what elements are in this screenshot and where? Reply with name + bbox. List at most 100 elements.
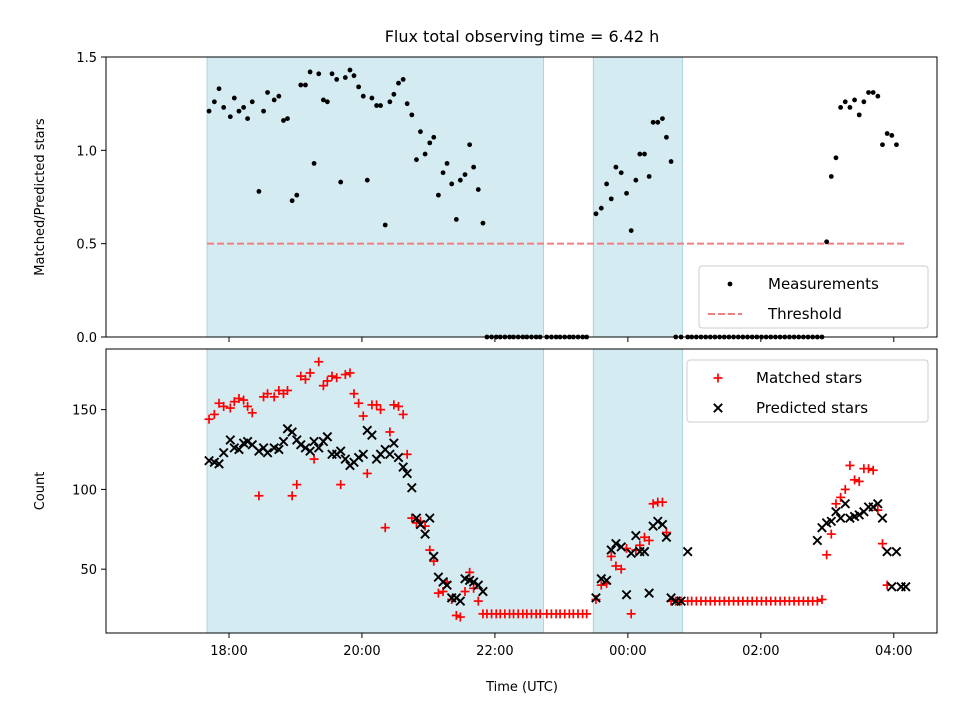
plus-point (362, 468, 372, 478)
plus-point (850, 475, 860, 485)
dot-point (431, 134, 437, 140)
dot-point (391, 91, 397, 97)
plus-point (234, 393, 244, 403)
dot-point (329, 71, 335, 77)
dot-point (475, 187, 481, 192)
dot-point (307, 69, 313, 75)
y-tick-label: 0.0 (76, 331, 97, 346)
plus-point (460, 587, 470, 597)
plus-point (389, 400, 399, 410)
plus-point (314, 357, 324, 367)
x-point (606, 545, 617, 555)
dot-point (382, 222, 388, 228)
plus-point (616, 564, 626, 574)
plus-point (582, 609, 592, 619)
x-point (388, 438, 399, 449)
plus-point (831, 499, 841, 509)
plus-point (282, 385, 292, 395)
dot-point (598, 205, 604, 211)
plus-point (812, 596, 822, 606)
dot-point (400, 77, 406, 82)
plus-point (644, 535, 654, 545)
plus-point (826, 529, 836, 539)
dot-point (231, 95, 237, 101)
plus-point (376, 405, 386, 415)
dot-point (884, 131, 890, 136)
dot-point (593, 211, 599, 217)
dot-point (833, 155, 839, 161)
x-point (322, 431, 333, 442)
dot-point (289, 198, 295, 204)
x-tick-label: 02:00 (742, 644, 779, 659)
dot-point (628, 228, 634, 234)
plus-point (429, 556, 439, 566)
dot-point (364, 177, 370, 183)
x-tick-label: 00:00 (609, 644, 646, 659)
x-point (831, 506, 841, 517)
dot-point (342, 75, 348, 80)
dot-point (608, 196, 614, 202)
legend-box (686, 359, 929, 423)
y-tick-label: 0.5 (76, 238, 97, 253)
x-tick-label: 22:00 (476, 644, 513, 659)
dot-point (842, 99, 848, 105)
dot-point (861, 99, 867, 105)
x-point (621, 589, 632, 600)
plus-point (822, 550, 832, 560)
plus-point (309, 454, 319, 464)
x-point (278, 436, 289, 447)
plus-point (349, 389, 359, 399)
dot-point (642, 151, 647, 157)
dot-point (427, 140, 433, 146)
x-point (826, 516, 837, 527)
legend-label: Measurements (768, 275, 879, 293)
y-tick-label: 1.0 (76, 144, 97, 159)
x-point (872, 498, 883, 509)
x-axis-label: Time (UTC) (485, 680, 558, 695)
dot-point (436, 192, 441, 198)
plus-point (606, 551, 616, 561)
plus-point (287, 491, 297, 501)
x-point (626, 548, 637, 559)
dot-point (216, 86, 222, 92)
dot-point (856, 112, 862, 118)
ratio-plot-frame (105, 56, 938, 338)
dot-point (241, 105, 247, 110)
x-point (877, 513, 888, 523)
panel-count: 50 100 150 18:00 20:00 22:00 00:00 02:00 04:00 Co… (33, 348, 938, 659)
plus-point (433, 588, 443, 598)
x-point (393, 452, 404, 463)
plus-point (263, 389, 273, 399)
plus-point (868, 465, 878, 475)
plus-point (247, 408, 257, 418)
plus-point (469, 583, 479, 593)
plus-point (596, 580, 606, 590)
dot-point (245, 116, 251, 121)
plus-point (661, 527, 671, 537)
dot-point (633, 177, 639, 183)
plus-point (473, 596, 483, 606)
plus-point (354, 398, 364, 408)
plus-point (873, 505, 883, 515)
x-point (309, 436, 319, 447)
y-tick-label: 50 (80, 563, 97, 578)
plus-point (239, 395, 249, 405)
dot-point (320, 97, 326, 103)
plus-point (214, 398, 224, 408)
x-point (254, 446, 264, 456)
dot-point (249, 99, 255, 105)
x-point (234, 444, 244, 455)
x-point (644, 588, 655, 598)
plus-point (209, 409, 219, 419)
plus-point (626, 609, 636, 619)
dot-point (880, 142, 885, 148)
x-point (652, 516, 663, 527)
dot-point (311, 161, 317, 166)
dot-point (378, 103, 383, 108)
plus-point (385, 427, 395, 437)
plus-point (340, 370, 350, 380)
legend-label: Predicted stars (756, 399, 868, 417)
x-point (891, 546, 902, 557)
x-point (840, 498, 851, 509)
dot-point (360, 93, 366, 99)
